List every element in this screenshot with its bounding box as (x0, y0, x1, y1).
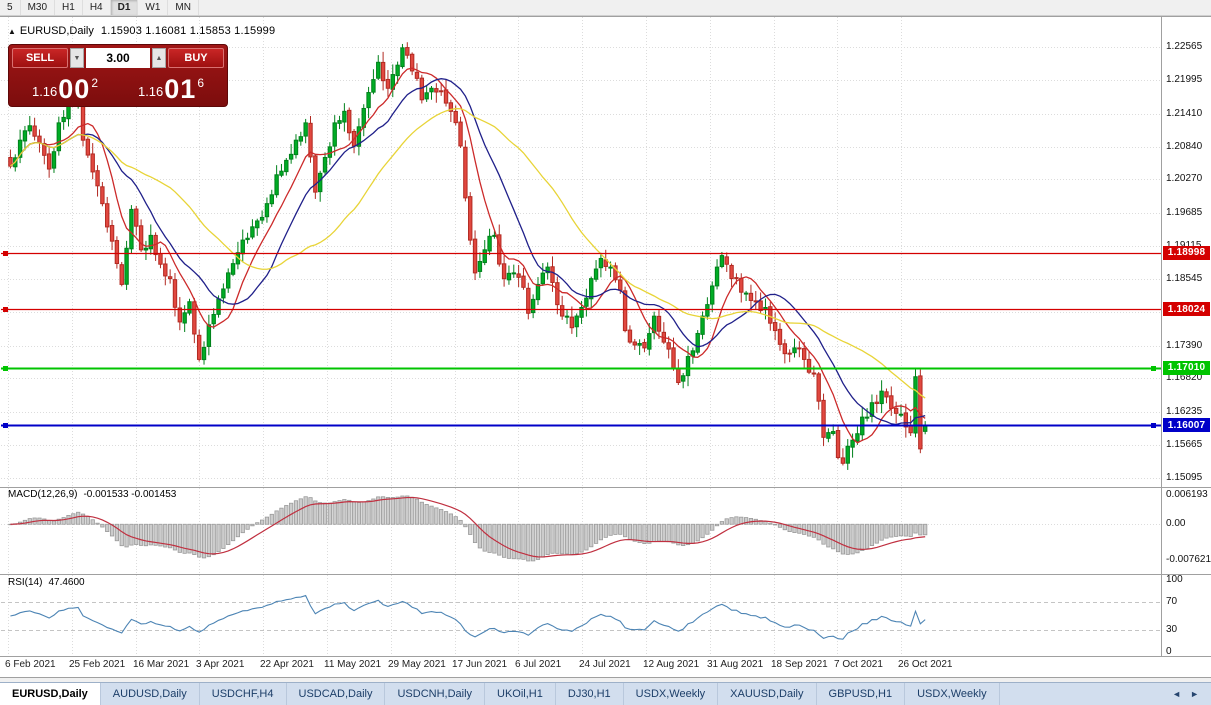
chart-tab-ukoil-h1[interactable]: UKOil,H1 (485, 683, 556, 705)
timeframe-button-d1[interactable]: D1 (110, 0, 139, 15)
chart-tab-audusd-daily[interactable]: AUDUSD,Daily (101, 683, 200, 705)
tabs-scroll-right-button[interactable]: ► (1190, 689, 1199, 699)
chart-tab-xauusd-daily[interactable]: XAUUSD,Daily (718, 683, 817, 705)
chart-tab-usdx-weekly[interactable]: USDX,Weekly (905, 683, 1000, 705)
timeframe-button-w1[interactable]: W1 (138, 0, 169, 15)
chart-tabs: EURUSD,Daily AUDUSD,Daily USDCHF,H4 USDCAD,… (0, 683, 1000, 705)
chart-tab-gbpusd-h1[interactable]: GBPUSD,H1 (817, 683, 906, 705)
timeframe-button-m30[interactable]: M30 (21, 0, 56, 15)
timeframe-button-mn[interactable]: MN (168, 0, 199, 15)
chart-tab-usdcad-daily[interactable]: USDCAD,Daily (287, 683, 386, 705)
chart-tab-usdchf-h4[interactable]: USDCHF,H4 (200, 683, 287, 705)
chart-tab-dj30-h1[interactable]: DJ30,H1 (556, 683, 624, 705)
chart-tab-usdcnh-daily[interactable]: USDCNH,Daily (385, 683, 486, 705)
timeframe-button-5[interactable]: 5 (0, 0, 21, 15)
timeframe-toolbar: 5 M30 H1 H4 D1 W1 MN (0, 0, 1211, 16)
timeframe-buttons: 5 M30 H1 H4 D1 W1 MN (0, 0, 199, 15)
chart-tab-usdx-weekly[interactable]: USDX,Weekly (624, 683, 719, 705)
chart-tabs-bar: EURUSD,Daily AUDUSD,Daily USDCHF,H4 USDCAD,… (0, 682, 1211, 705)
tab-scroll-buttons: ◄ ► (1160, 683, 1211, 705)
chart-tab-eurusd-daily[interactable]: EURUSD,Daily (0, 683, 101, 705)
tabs-scroll-left-button[interactable]: ◄ (1172, 689, 1182, 699)
timeframe-button-h1[interactable]: H1 (55, 0, 83, 15)
timeframe-button-h4[interactable]: H4 (83, 0, 111, 15)
